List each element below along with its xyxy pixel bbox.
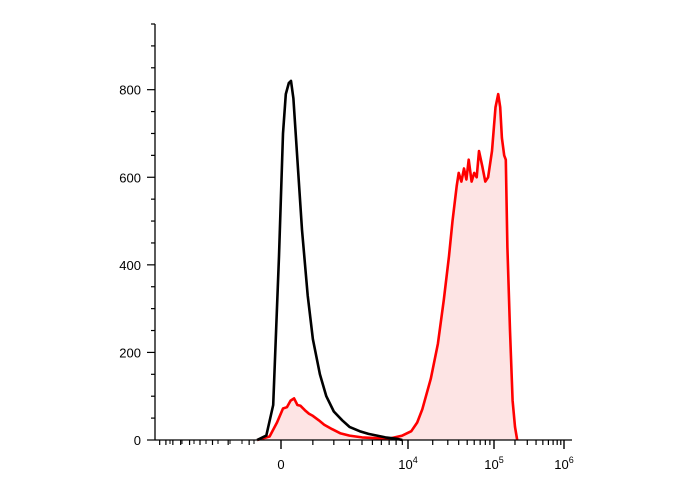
series-2-line xyxy=(256,92,519,442)
y-tick-label: 200 xyxy=(119,345,141,360)
y-tick-label: 800 xyxy=(119,83,141,98)
series-layer xyxy=(256,79,519,442)
y-ticks: 0 200 400 600 800 xyxy=(119,23,155,448)
series-2-fill xyxy=(257,94,518,440)
x-ticks: 0 104 105 106 xyxy=(159,440,574,472)
y-tick-label: 0 xyxy=(134,433,141,448)
x-tick-label: 0 xyxy=(277,457,284,472)
x-tick-label: 104 xyxy=(398,455,417,472)
x-tick-label: 105 xyxy=(484,455,503,472)
axis-layer xyxy=(154,24,572,441)
x-tick-label: 106 xyxy=(554,455,573,472)
y-tick-label: 400 xyxy=(119,258,141,273)
series-1-line xyxy=(256,79,403,442)
y-tick-label: 600 xyxy=(119,170,141,185)
